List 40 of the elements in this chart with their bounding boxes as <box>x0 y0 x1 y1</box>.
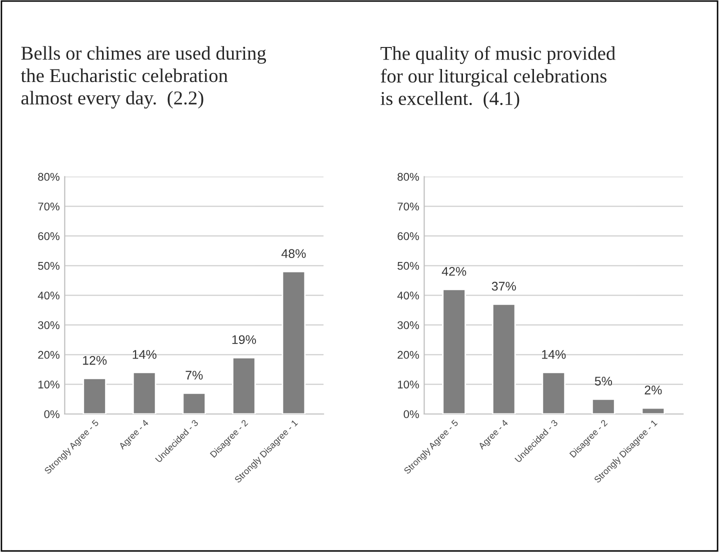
data-label: 48% <box>281 249 306 258</box>
data-label: 19% <box>232 335 256 344</box>
bar <box>492 304 516 414</box>
bar <box>82 378 106 414</box>
bar <box>182 392 206 414</box>
y-tick-label: 60% <box>38 232 60 240</box>
bar <box>542 372 566 414</box>
data-label: 12% <box>83 356 107 365</box>
y-tick-label: 30% <box>38 321 60 330</box>
data-label: 5% <box>594 376 612 386</box>
y-tick-label: 0% <box>404 410 419 418</box>
data-label: 37% <box>492 282 516 291</box>
bar <box>592 398 616 414</box>
data-label: 14% <box>132 350 156 359</box>
data-label: 42% <box>442 266 466 276</box>
y-tick-label: 80% <box>38 172 60 181</box>
y-tick-label: 20% <box>38 350 60 359</box>
y-tick-label: 50% <box>398 262 419 270</box>
bar <box>132 372 156 414</box>
data-label: 14% <box>542 350 566 359</box>
y-tick-label: 20% <box>398 350 419 359</box>
bar <box>641 407 666 414</box>
y-tick-label: 50% <box>38 262 60 270</box>
bar <box>442 288 466 414</box>
data-label: 7% <box>186 370 203 380</box>
y-tick-label: 10% <box>398 380 419 388</box>
y-tick-label: 60% <box>398 232 419 240</box>
chart-title: The quality of music provided for our liturgical celebrations is excellent. (4.1) <box>380 46 616 110</box>
data-label: 2% <box>644 386 662 394</box>
y-tick-label: 40% <box>397 292 419 300</box>
y-tick-label: 0% <box>44 410 60 418</box>
bar <box>282 270 306 414</box>
bar <box>232 356 256 414</box>
chart-title: Bells or chimes are used during the Eucharistic celebration almost every day. (2.2) <box>20 46 266 109</box>
y-tick-label: 80% <box>398 172 419 181</box>
y-tick-label: 30% <box>398 321 419 330</box>
y-tick-label: 10% <box>38 380 60 388</box>
y-tick-label: 40% <box>38 292 60 300</box>
y-tick-label: 70% <box>38 202 60 210</box>
y-tick-label: 70% <box>398 202 419 210</box>
